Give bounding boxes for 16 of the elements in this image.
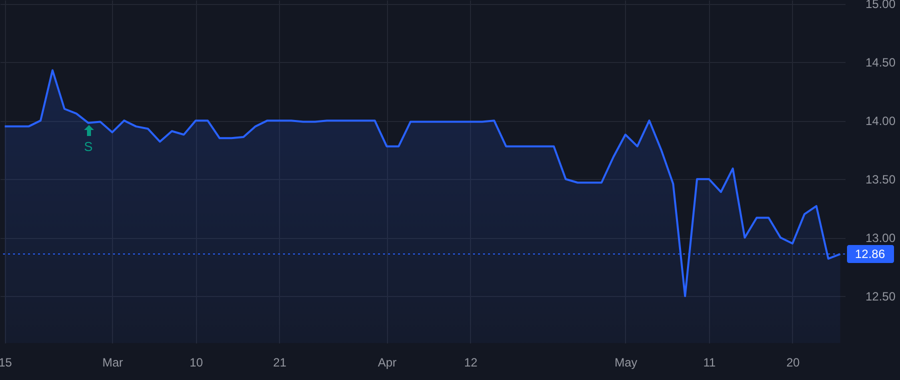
y-tick-label: 13.50 <box>866 172 896 187</box>
x-tick-label: Apr <box>378 356 397 370</box>
y-tick-label: 13.00 <box>866 231 896 246</box>
x-tick-label: 11 <box>703 356 716 370</box>
y-tick-label: 12.50 <box>866 290 896 304</box>
ref-line-label: 12.86 <box>854 247 886 262</box>
x-tick-label: 10 <box>190 356 204 370</box>
x-tick-label: May <box>614 356 638 370</box>
y-tick-label: 14.00 <box>866 114 896 128</box>
y-tick-label: 14.50 <box>866 56 896 70</box>
y-tick-label: 15.00 <box>866 0 896 12</box>
x-tick-label: 12 <box>464 356 478 370</box>
annotation: S <box>84 139 93 154</box>
x-tick-label: 21 <box>273 356 287 370</box>
x-tick-label: 20 <box>786 356 800 370</box>
x-tick-label: Mar <box>102 356 124 370</box>
